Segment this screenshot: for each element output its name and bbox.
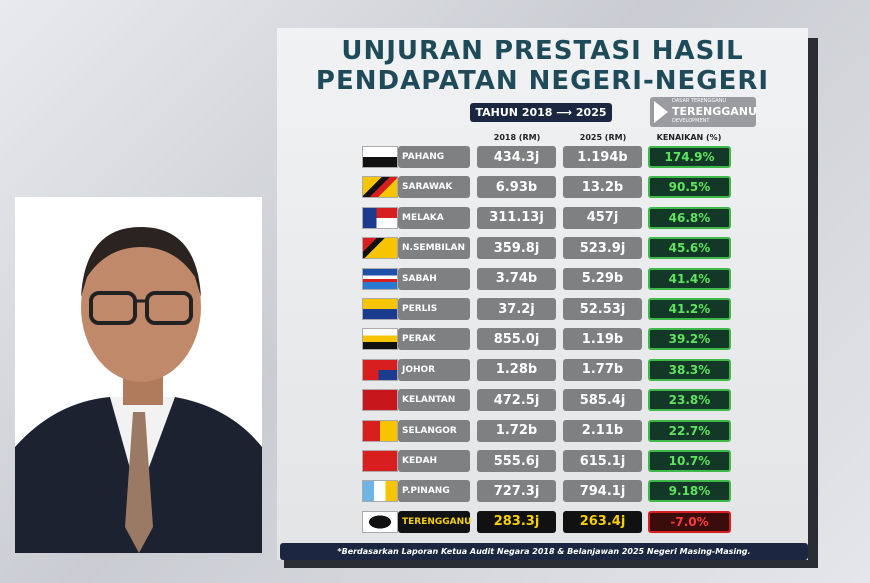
increase: 41.2% <box>648 298 731 320</box>
column-header: KENAIKAN (%) <box>656 133 722 142</box>
value-2018: 311.13j <box>477 206 556 229</box>
state-name: TERENGGANU <box>398 510 471 533</box>
flag <box>362 450 398 472</box>
title: UNJURAN PRESTASI HASIL <box>341 36 744 66</box>
increase: 22.7% <box>648 419 731 442</box>
flag <box>362 389 398 412</box>
value-2018: 434.3j <box>477 146 556 168</box>
value-2018: 6.93b <box>477 176 556 199</box>
title: PENDAPATAN NEGERI-NEGERI <box>315 66 770 96</box>
state-name: PAHANG <box>398 146 470 168</box>
increase: -7.0% <box>648 510 731 533</box>
state-name: N.SEMBILAN <box>398 237 470 260</box>
value-2018: 359.8j <box>477 237 556 260</box>
value-2025: 1.77b <box>563 358 642 381</box>
period: TAHUN 2018 ⟶ 2025 <box>470 103 612 122</box>
increase: 45.6% <box>648 237 731 260</box>
state-name: SARAWAK <box>398 176 470 199</box>
state-name: KELANTAN <box>398 389 470 412</box>
value-2025: 2.11b <box>563 419 642 442</box>
footer-note: *Berdasarkan Laporan Ketua Audit Negara … <box>280 543 808 560</box>
increase: 174.9% <box>648 146 731 168</box>
value-2025: 457j <box>563 206 642 229</box>
increase: 90.5% <box>648 176 731 199</box>
photo <box>15 197 262 553</box>
flag <box>362 480 398 503</box>
value-2025: 263.4j <box>563 510 642 533</box>
state-name: PERAK <box>398 328 470 351</box>
flag <box>362 176 398 199</box>
state-name: SELANGOR <box>398 419 470 442</box>
column-header: 2025 (RM) <box>579 133 627 142</box>
value-2025: 1.194b <box>563 146 642 168</box>
value-2018: 1.72b <box>477 419 556 442</box>
value-2025: 52.53j <box>563 298 642 320</box>
value-2018: 555.6j <box>477 450 556 472</box>
increase: 9.18% <box>648 480 731 503</box>
value-2025: 13.2b <box>563 176 642 199</box>
flag <box>362 267 398 290</box>
increase: 23.8% <box>648 389 731 412</box>
value-2018: 1.28b <box>477 358 556 381</box>
logo: DASAR TERENGGANU TERENGGANU DEVELOPMENT <box>650 97 757 127</box>
flag <box>362 146 398 168</box>
flag <box>362 237 398 260</box>
value-2018: 283.3j <box>477 510 556 533</box>
increase: 41.4% <box>648 267 731 290</box>
portrait <box>15 227 262 553</box>
logo-main: TERENGGANU <box>672 105 757 118</box>
value-2018: 472.5j <box>477 389 556 412</box>
value-2018: 727.3j <box>477 480 556 503</box>
increase: 38.3% <box>648 358 731 381</box>
increase: 39.2% <box>648 328 731 351</box>
value-2025: 5.29b <box>563 267 642 290</box>
logo-sub: DEVELOPMENT <box>672 118 710 124</box>
state-name: MELAKA <box>398 206 470 229</box>
value-2025: 585.4j <box>563 389 642 412</box>
state-name: JOHOR <box>398 358 470 381</box>
state-name: PERLIS <box>398 298 470 320</box>
flag <box>362 358 398 381</box>
state-name: KEDAH <box>398 450 470 472</box>
value-2018: 3.74b <box>477 267 556 290</box>
state-name: P.PINANG <box>398 480 470 503</box>
increase: 10.7% <box>648 450 731 472</box>
flag <box>362 419 398 442</box>
value-2025: 615.1j <box>563 450 642 472</box>
state-name: SABAH <box>398 267 470 290</box>
value-2025: 794.1j <box>563 480 642 503</box>
value-2025: 523.9j <box>563 237 642 260</box>
flag <box>362 510 398 533</box>
column-header: 2018 (RM) <box>493 133 541 142</box>
flag <box>362 206 398 229</box>
flag <box>362 298 398 320</box>
value-2018: 37.2j <box>477 298 556 320</box>
logo-top: DASAR TERENGGANU <box>672 98 727 104</box>
flag <box>362 328 398 351</box>
increase: 46.8% <box>648 206 731 229</box>
value-2025: 1.19b <box>563 328 642 351</box>
value-2018: 855.0j <box>477 328 556 351</box>
